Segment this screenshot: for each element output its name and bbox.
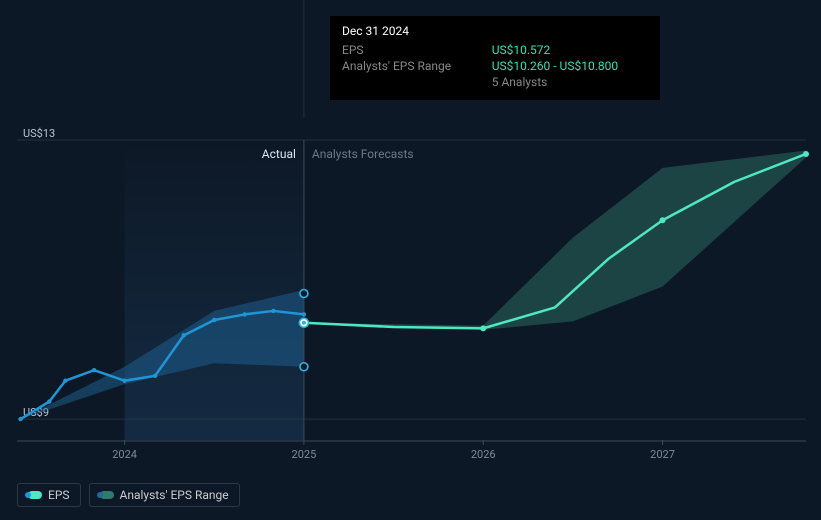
chart-legend: EPS Analysts' EPS Range xyxy=(17,483,240,507)
legend-item-eps[interactable]: EPS xyxy=(17,483,81,507)
tooltip-value: US$10.260 - US$10.800 xyxy=(492,58,648,74)
tooltip-row-sub: 5 Analysts xyxy=(342,74,648,90)
tooltip-row-range: Analysts' EPS Range US$10.260 - US$10.80… xyxy=(342,58,648,74)
tooltip-label: EPS xyxy=(342,42,492,58)
legend-label: Analysts' EPS Range xyxy=(120,488,229,502)
legend-item-range[interactable]: Analysts' EPS Range xyxy=(89,483,240,507)
legend-swatch-icon xyxy=(28,491,42,499)
svg-text:2025: 2025 xyxy=(292,448,317,461)
tooltip-label: Analysts' EPS Range xyxy=(342,58,492,74)
svg-text:2027: 2027 xyxy=(650,448,675,461)
svg-text:Analysts Forecasts: Analysts Forecasts xyxy=(312,147,414,161)
eps-forecast-chart: US$9US$13ActualAnalysts Forecasts2024202… xyxy=(0,0,821,520)
tooltip-table: EPS US$10.572 Analysts' EPS Range US$10.… xyxy=(342,42,648,90)
chart-tooltip: Dec 31 2024 EPS US$10.572 Analysts' EPS … xyxy=(330,16,660,100)
legend-swatch-icon xyxy=(100,491,114,499)
tooltip-subtext: 5 Analysts xyxy=(492,74,648,90)
svg-text:Actual: Actual xyxy=(262,147,296,161)
tooltip-row-eps: EPS US$10.572 xyxy=(342,42,648,58)
legend-label: EPS xyxy=(48,488,70,502)
svg-text:US$13: US$13 xyxy=(23,127,55,140)
svg-text:2024: 2024 xyxy=(112,448,137,461)
svg-text:2026: 2026 xyxy=(471,448,496,461)
tooltip-value: US$10.572 xyxy=(492,42,648,58)
tooltip-date: Dec 31 2024 xyxy=(342,24,648,38)
